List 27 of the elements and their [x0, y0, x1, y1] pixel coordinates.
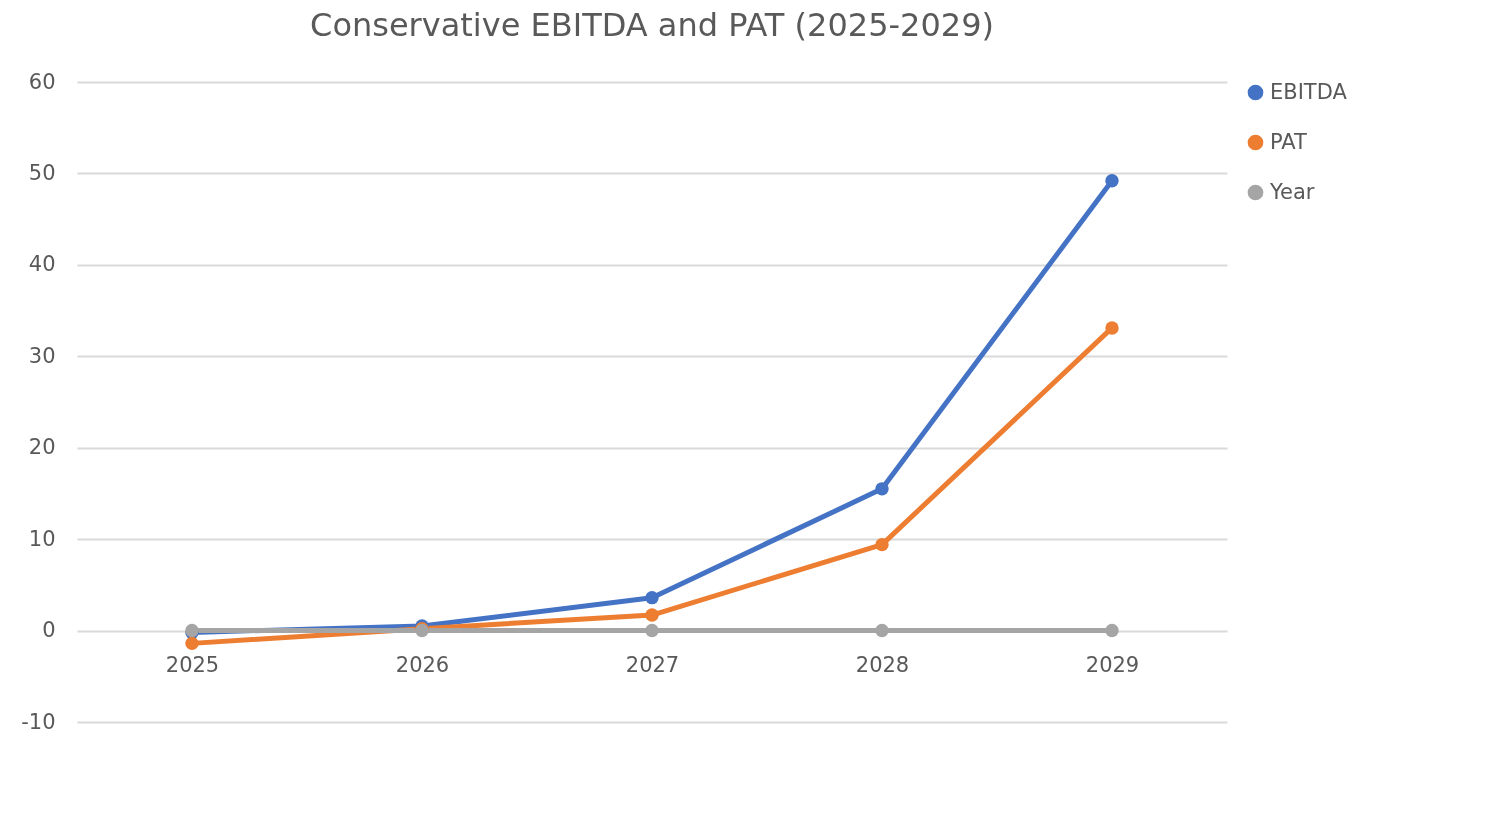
point — [1105, 174, 1119, 188]
x-tick-label: 2026 — [395, 653, 450, 678]
x-tick-label: 2027 — [625, 653, 680, 678]
legend-label: Year — [1269, 179, 1315, 204]
legend-label: EBITDA — [1270, 79, 1348, 104]
y-tick-label: 30 — [28, 343, 56, 368]
y-tick-label: 50 — [28, 160, 56, 185]
point — [185, 636, 199, 651]
point — [645, 590, 659, 605]
y-tick-label: 60 — [28, 69, 56, 94]
y-tick-label: 40 — [28, 252, 56, 277]
y-tick-label: -10 — [21, 709, 56, 734]
x-tick-label: 2025 — [165, 653, 220, 678]
x-tick-label: 2028 — [855, 653, 910, 678]
point — [1105, 321, 1119, 335]
y-tick-label: 20 — [28, 435, 56, 460]
point — [645, 608, 659, 622]
x-tick-label: 2029 — [1085, 653, 1140, 678]
point — [645, 623, 659, 638]
point — [875, 482, 889, 496]
point — [875, 623, 889, 638]
point — [1105, 623, 1119, 638]
point — [875, 537, 889, 552]
legend-label: PAT — [1270, 129, 1308, 154]
chart-title: Conservative EBITDA and PAT (2025-2029) — [310, 6, 994, 44]
y-tick-label: 10 — [28, 526, 56, 551]
y-tick-label: 0 — [42, 618, 56, 643]
